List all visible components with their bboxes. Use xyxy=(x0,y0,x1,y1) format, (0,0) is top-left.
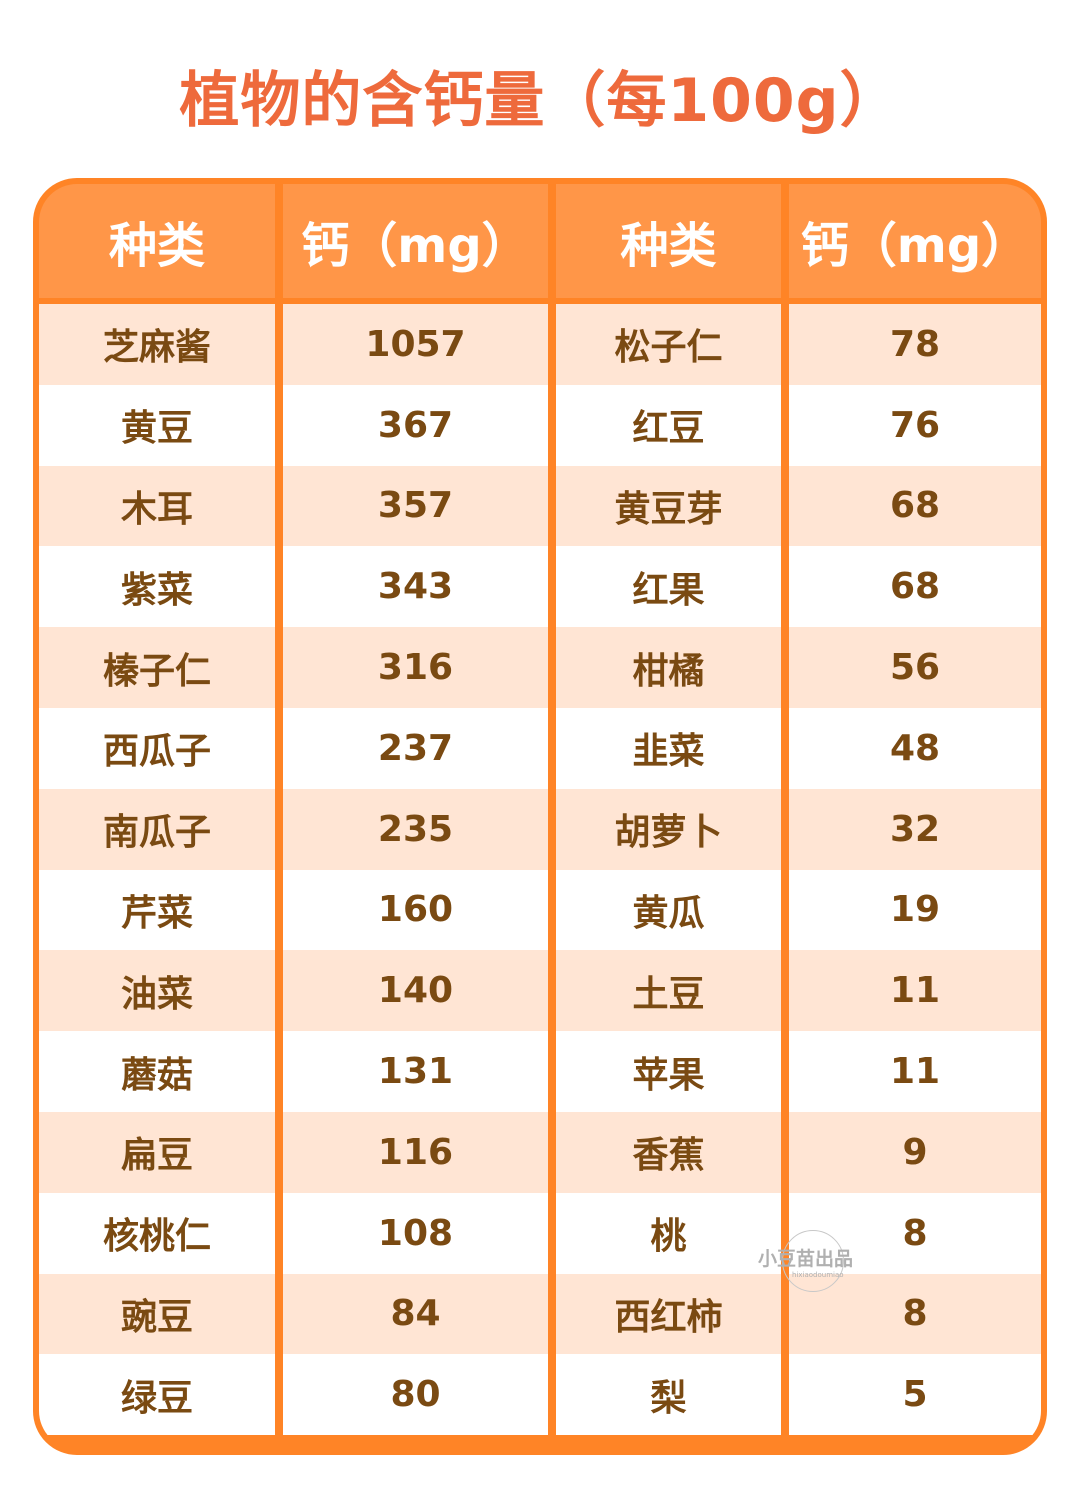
food-name-cell: 桃 xyxy=(556,1192,781,1274)
food-name-cell: 木耳 xyxy=(39,465,275,547)
calcium-value-cell: 80 xyxy=(283,1354,548,1436)
calcium-table: 种类 芝麻酱 黄豆 木耳 紫菜 榛子仁 西瓜子 南瓜子 芹菜 油菜 蘑菇 扁豆 核桃仁 豌豆 绿豆 钙（mg）… xyxy=(33,178,1047,1455)
food-name-cell: 黄豆 xyxy=(39,384,275,466)
calcium-value-cell: 237 xyxy=(283,707,548,789)
column-header: 钙（mg） xyxy=(283,184,548,298)
food-name-cell: 柑橘 xyxy=(556,627,781,708)
calcium-value-cell: 11 xyxy=(789,950,1041,1032)
food-name-cell: 红果 xyxy=(556,546,781,628)
food-name-cell: 芹菜 xyxy=(39,869,275,951)
calcium-value-cell: 11 xyxy=(789,1031,1041,1112)
table-column: 种类 芝麻酱 黄豆 木耳 紫菜 榛子仁 西瓜子 南瓜子 芹菜 油菜 蘑菇 扁豆 核桃仁 豌豆 绿豆 xyxy=(39,184,275,1449)
calcium-value-cell: 32 xyxy=(789,788,1041,870)
food-name-cell: 扁豆 xyxy=(39,1111,275,1193)
calcium-value-cell: 235 xyxy=(283,788,548,870)
calcium-value-cell: 343 xyxy=(283,546,548,628)
calcium-value-cell: 56 xyxy=(789,627,1041,708)
calcium-value-cell: 78 xyxy=(789,304,1041,385)
table-column: 钙（mg） 1057 367 357 343 316 237 235 160 140 131 116 1… xyxy=(283,184,548,1449)
food-name-cell: 核桃仁 xyxy=(39,1192,275,1274)
calcium-value-cell: 9 xyxy=(789,1111,1041,1193)
calcium-value-cell: 8 xyxy=(789,1192,1041,1274)
calcium-value-cell: 357 xyxy=(283,465,548,547)
food-name-cell: 绿豆 xyxy=(39,1354,275,1436)
calcium-value-cell: 116 xyxy=(283,1111,548,1193)
calcium-value-cell: 140 xyxy=(283,950,548,1032)
calcium-value-cell: 68 xyxy=(789,465,1041,547)
food-name-cell: 松子仁 xyxy=(556,304,781,385)
food-name-cell: 土豆 xyxy=(556,950,781,1032)
food-name-cell: 韭菜 xyxy=(556,707,781,789)
table-column: 种类 松子仁 红豆 黄豆芽 红果 柑橘 韭菜 胡萝卜 黄瓜 土豆 苹果 香蕉桃西红柿梨 xyxy=(556,184,781,1449)
calcium-value-cell: 84 xyxy=(283,1273,548,1355)
food-name-cell: 西瓜子 xyxy=(39,707,275,789)
calcium-value-cell: 108 xyxy=(283,1192,548,1274)
food-name-cell: 芝麻酱 xyxy=(39,304,275,385)
calcium-value-cell: 48 xyxy=(789,707,1041,789)
calcium-value-cell: 367 xyxy=(283,384,548,466)
calcium-value-cell: 19 xyxy=(789,869,1041,951)
page-title: 植物的含钙量（每100g） xyxy=(179,66,901,136)
calcium-value-cell: 76 xyxy=(789,384,1041,466)
food-name-cell: 南瓜子 xyxy=(39,788,275,870)
calcium-value-cell: 8 xyxy=(789,1273,1041,1355)
column-header: 钙（mg） xyxy=(789,184,1041,298)
column-header: 种类 xyxy=(556,184,781,298)
calcium-value-cell: 1057 xyxy=(283,304,548,385)
food-name-cell: 红豆 xyxy=(556,384,781,466)
food-name-cell: 蘑菇 xyxy=(39,1031,275,1112)
food-name-cell: 黄瓜 xyxy=(556,869,781,951)
column-header: 种类 xyxy=(39,184,275,298)
food-name-cell: 黄豆芽 xyxy=(556,465,781,547)
food-name-cell: 西红柿 xyxy=(556,1273,781,1355)
food-name-cell: 梨 xyxy=(556,1354,781,1436)
food-name-cell: 紫菜 xyxy=(39,546,275,628)
food-name-cell: 豌豆 xyxy=(39,1273,275,1355)
food-name-cell: 油菜 xyxy=(39,950,275,1032)
food-name-cell: 胡萝卜 xyxy=(556,788,781,870)
calcium-value-cell: 316 xyxy=(283,627,548,708)
food-name-cell: 香蕉 xyxy=(556,1111,781,1193)
calcium-value-cell: 68 xyxy=(789,546,1041,628)
calcium-value-cell: 131 xyxy=(283,1031,548,1112)
table-column: 钙（mg） 78 76 68 68 56 48 32 19 11 11 9 8 8 5 xyxy=(789,184,1041,1449)
table-grid: 种类 芝麻酱 黄豆 木耳 紫菜 榛子仁 西瓜子 南瓜子 芹菜 油菜 蘑菇 扁豆 核桃仁 豌豆 绿豆 钙（mg）… xyxy=(39,184,1041,1449)
food-name-cell: 苹果 xyxy=(556,1031,781,1112)
calcium-value-cell: 5 xyxy=(789,1354,1041,1436)
food-name-cell: 榛子仁 xyxy=(39,627,275,708)
calcium-value-cell: 160 xyxy=(283,869,548,951)
